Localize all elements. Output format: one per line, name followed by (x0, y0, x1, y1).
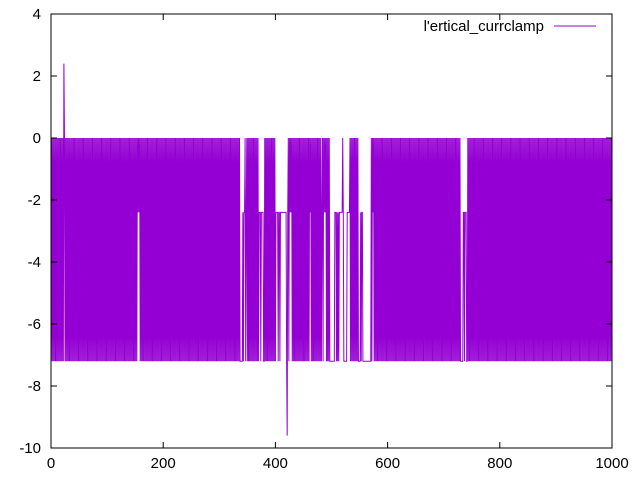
series-line (50, 63, 612, 436)
x-tick-label: 200 (151, 455, 176, 472)
y-tick-label: 2 (33, 68, 41, 85)
y-tick-label: -6 (28, 316, 41, 333)
x-tick-label: 800 (487, 455, 512, 472)
y-tick-label: -8 (28, 378, 41, 395)
y-tick-label: -10 (19, 440, 41, 457)
legend: l'ertical_currclamp (424, 18, 596, 35)
x-tick-label: 1000 (595, 455, 628, 472)
y-tick-label: -4 (28, 254, 41, 271)
y-tick-label: -2 (28, 192, 41, 209)
ticks-layer: 0 200 400 600 800 1000 -10 -8 -6 -4 -2 0 2 4 (19, 6, 628, 472)
y-tick-label: 4 (33, 6, 41, 23)
plot-frame (50, 13, 613, 449)
x-tick-label: 0 (47, 455, 55, 472)
series-layer (50, 63, 612, 436)
x-tick-label: 400 (263, 455, 288, 472)
legend-label: l'ertical_currclamp (424, 18, 544, 35)
y-tick-label: 0 (33, 130, 41, 147)
x-tick-label: 600 (375, 455, 400, 472)
